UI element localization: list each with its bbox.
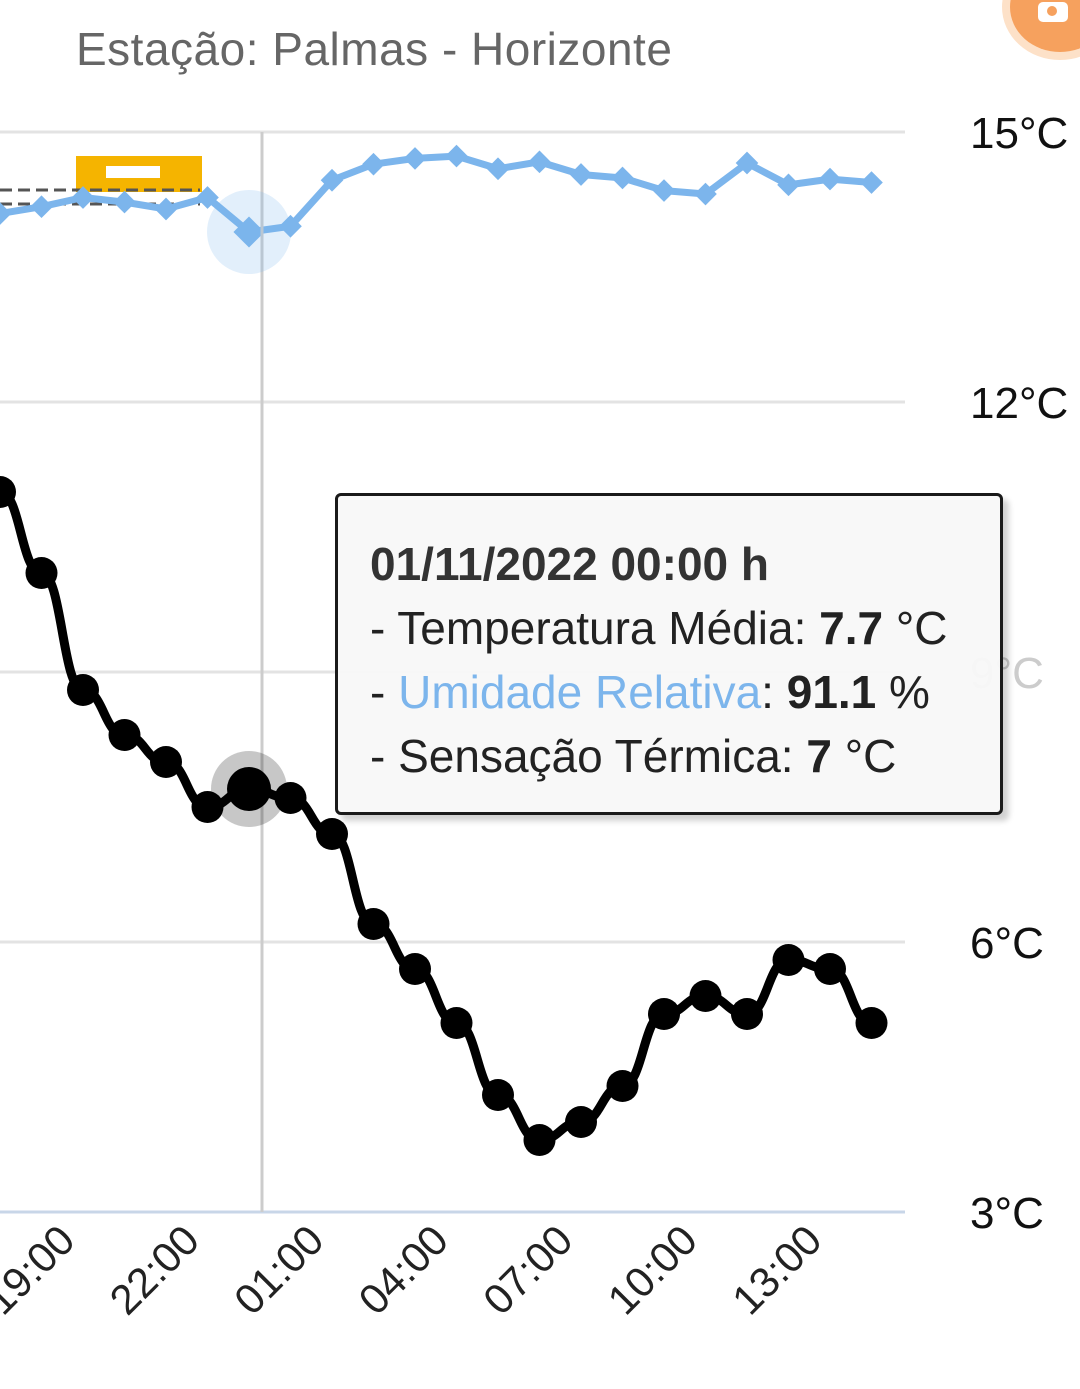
station-title: Estação: Palmas - Horizonte	[76, 23, 673, 75]
x-tick-label: 22:00	[100, 1216, 208, 1324]
y-tick-label: 6°C	[970, 919, 1044, 968]
humidity-point[interactable]	[652, 179, 676, 202]
temperature-point[interactable]	[772, 944, 805, 976]
temperature-point-highlighted[interactable]	[227, 767, 271, 811]
tooltip-feel-label: Sensação Térmica	[398, 730, 781, 782]
tooltip: 01/11/2022 00:00 h - Temperatura Média: …	[335, 493, 1003, 815]
temperature-point[interactable]	[316, 818, 348, 850]
humidity-point[interactable]	[0, 202, 12, 225]
temperature-point[interactable]	[814, 953, 846, 985]
tooltip-hum-label: Umidade Relativa	[398, 666, 762, 718]
x-tick-label: 10:00	[598, 1216, 706, 1324]
temperature-point[interactable]	[191, 791, 224, 823]
x-tick-label: 19:00	[0, 1216, 84, 1324]
temperature-point[interactable]	[565, 1106, 597, 1138]
x-axis: 19:00 22:00 01:00 04:00 07:00 10:00 13:00	[0, 1216, 831, 1324]
x-tick-label: 04:00	[349, 1216, 457, 1324]
humidity-point[interactable]	[860, 171, 883, 194]
humidity-point[interactable]	[30, 195, 53, 219]
tooltip-temperature: - Temperatura Média: 7.7 °C	[370, 602, 948, 654]
grid-lines	[0, 130, 905, 1214]
temperature-point[interactable]	[0, 476, 16, 508]
humidity-line	[0, 152, 872, 236]
temperature-point[interactable]	[399, 953, 431, 985]
tooltip-temp-value: 7.7	[819, 602, 884, 654]
humidity-point[interactable]	[569, 163, 593, 186]
temperature-point[interactable]	[689, 980, 722, 1012]
humidity-point[interactable]	[818, 167, 842, 191]
tooltip-temp-unit: °C	[895, 602, 948, 654]
temperature-point[interactable]	[108, 719, 141, 751]
temperature-point[interactable]	[482, 1079, 514, 1111]
humidity-point[interactable]	[486, 157, 510, 181]
humidity-point[interactable]	[611, 166, 634, 190]
tooltip-hum-unit: %	[889, 666, 930, 718]
x-tick-label: 13:00	[723, 1216, 831, 1324]
humidity-point[interactable]	[233, 216, 265, 248]
temperature-point[interactable]	[274, 782, 307, 814]
tooltip-feel-unit: °C	[844, 730, 897, 782]
temperature-point[interactable]	[523, 1124, 556, 1156]
temperature-point[interactable]	[606, 1070, 639, 1102]
temperature-point[interactable]	[648, 998, 680, 1030]
x-tick-label: 07:00	[474, 1216, 582, 1324]
humidity-point[interactable]	[445, 144, 468, 168]
humidity-point[interactable]	[528, 150, 551, 174]
hover-highlight	[207, 190, 291, 827]
tooltip-feels-like: - Sensação Térmica: 7 °C	[370, 730, 897, 782]
humidity-point[interactable]	[71, 186, 95, 209]
y-tick-label: 12°C	[970, 379, 1068, 428]
camera-icon	[1038, 2, 1068, 22]
tooltip-humidity: - Umidade Relativa: 91.1 %	[370, 666, 930, 718]
tooltip-hum-value: 91.1	[786, 666, 877, 718]
series-temperatura-media	[0, 476, 888, 1156]
temperature-point[interactable]	[67, 674, 99, 706]
temperature-point[interactable]	[855, 1007, 888, 1039]
station-logo	[0, 156, 202, 206]
temperature-point[interactable]	[357, 908, 390, 940]
tooltip-date: 01/11/2022 00:00 h	[370, 538, 769, 590]
humidity-point[interactable]	[154, 197, 178, 221]
x-tick-label: 01:00	[225, 1216, 333, 1324]
humidity-point[interactable]	[403, 147, 427, 170]
y-tick-label: 15°C	[970, 109, 1068, 158]
temperature-point[interactable]	[150, 746, 182, 778]
tooltip-feel-value: 7	[806, 730, 832, 782]
temperature-point[interactable]	[440, 1007, 473, 1039]
humidity-point[interactable]	[113, 190, 136, 214]
humidity-hover-halo	[207, 190, 291, 274]
temperature-point[interactable]	[25, 557, 58, 589]
temperature-point[interactable]	[731, 998, 763, 1030]
tooltip-temp-label: Temperatura Média	[397, 602, 794, 654]
y-tick-label: 3°C	[970, 1189, 1044, 1238]
humidity-point[interactable]	[362, 152, 385, 176]
